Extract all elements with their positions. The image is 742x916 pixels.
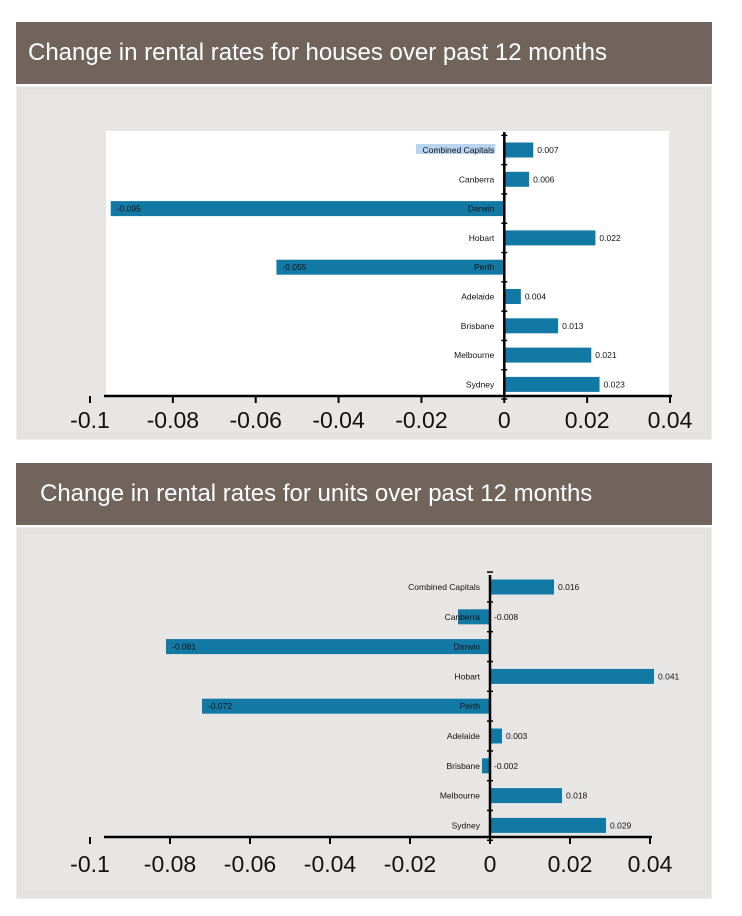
units-category-label: Brisbane (446, 761, 480, 771)
houses-x-tick-label: -0.06 (229, 407, 281, 433)
units-category-label: Hobart (454, 671, 480, 681)
units-category-label: Perth (460, 701, 481, 711)
houses-value-label: 0.007 (537, 145, 559, 155)
houses-bar-canberra (504, 171, 530, 187)
units-bar-hobart (490, 668, 654, 684)
units-category-label: Sydney (452, 820, 481, 830)
houses-bar-combined-capitals (504, 142, 534, 158)
houses-category-label: Darwin (468, 204, 495, 214)
units-chart-header: Change in rental rates for units over pa… (16, 463, 712, 525)
units-value-label: 0.029 (610, 820, 632, 830)
houses-bar-sydney (504, 376, 600, 392)
houses-value-label: 0.021 (595, 350, 617, 360)
units-value-label: -0.002 (494, 761, 518, 771)
units-category-label: Darwin (454, 642, 481, 652)
houses-x-tick-label: 0.02 (565, 407, 610, 433)
houses-category-label: Perth (474, 262, 495, 272)
houses-x-tick-label: -0.08 (147, 407, 199, 433)
units-value-label: -0.008 (494, 612, 518, 622)
units-value-label: 0.041 (658, 671, 680, 681)
houses-bar-adelaide (504, 289, 521, 304)
units-value-label: 0.003 (506, 731, 528, 741)
houses-category-label: Brisbane (461, 321, 495, 331)
houses-value-label: 0.022 (599, 233, 621, 243)
houses-highlight-box (415, 144, 496, 154)
houses-value-label: 0.013 (562, 321, 584, 331)
units-x-tick-label: -0.02 (384, 851, 436, 877)
units-x-tick-label: 0.02 (548, 851, 593, 877)
houses-bar-melbourne (504, 347, 592, 363)
units-bar-canberra (458, 609, 490, 625)
units-value-label: -0.081 (172, 642, 196, 652)
units-bar-melbourne (490, 788, 562, 804)
units-category-label: Combined Capitals (408, 582, 480, 592)
units-x-tick-label: 0.04 (628, 851, 673, 877)
houses-x-tick-label: -0.04 (312, 407, 365, 433)
houses-value-label: -0.055 (282, 262, 306, 272)
units-x-tick-label: -0.08 (144, 851, 196, 877)
houses-value-label: 0.023 (604, 379, 626, 389)
units-x-tick-label: -0.06 (224, 851, 276, 877)
houses-bar-brisbane (504, 318, 559, 334)
houses-bar-darwin (110, 201, 505, 217)
units-value-label: -0.072 (208, 701, 232, 711)
units-bar-darwin (166, 639, 490, 655)
houses-x-tick-label: -0.1 (70, 407, 110, 433)
houses-value-label: -0.095 (117, 204, 141, 214)
houses-x-tick-label: -0.02 (395, 407, 447, 433)
houses-category-label: Hobart (469, 233, 495, 243)
units-bar-sydney (490, 817, 606, 833)
units-value-label: 0.016 (558, 582, 580, 592)
units-x-tick-label: 0 (484, 851, 497, 877)
units-x-tick-label: -0.04 (304, 851, 357, 877)
units-bar-combined-capitals (490, 579, 554, 595)
units-bar-brisbane (482, 758, 490, 774)
houses-category-label: Sydney (466, 379, 495, 389)
units-value-label: 0.018 (566, 791, 588, 801)
units-x-tick-label: -0.1 (70, 851, 110, 877)
units-bar-perth (202, 698, 490, 714)
houses-x-tick-label: 0.04 (648, 407, 693, 433)
houses-category-label: Combined Capitals (422, 145, 494, 155)
houses-value-label: 0.006 (533, 174, 555, 184)
houses-category-label: Canberra (459, 174, 495, 184)
houses-x-tick-label: 0 (498, 407, 511, 433)
houses-bar-perth (276, 259, 505, 275)
units-category-label: Melbourne (440, 791, 480, 801)
houses-category-label: Melbourne (454, 350, 494, 360)
houses-chart-header: Change in rental rates for houses over p… (16, 22, 712, 84)
houses-category-label: Adelaide (461, 292, 494, 302)
houses-bar-hobart (504, 230, 596, 246)
units-category-label: Canberra (445, 612, 481, 622)
units-bar-adelaide (490, 728, 502, 744)
units-category-label: Adelaide (447, 731, 480, 741)
houses-value-label: 0.004 (525, 292, 547, 302)
